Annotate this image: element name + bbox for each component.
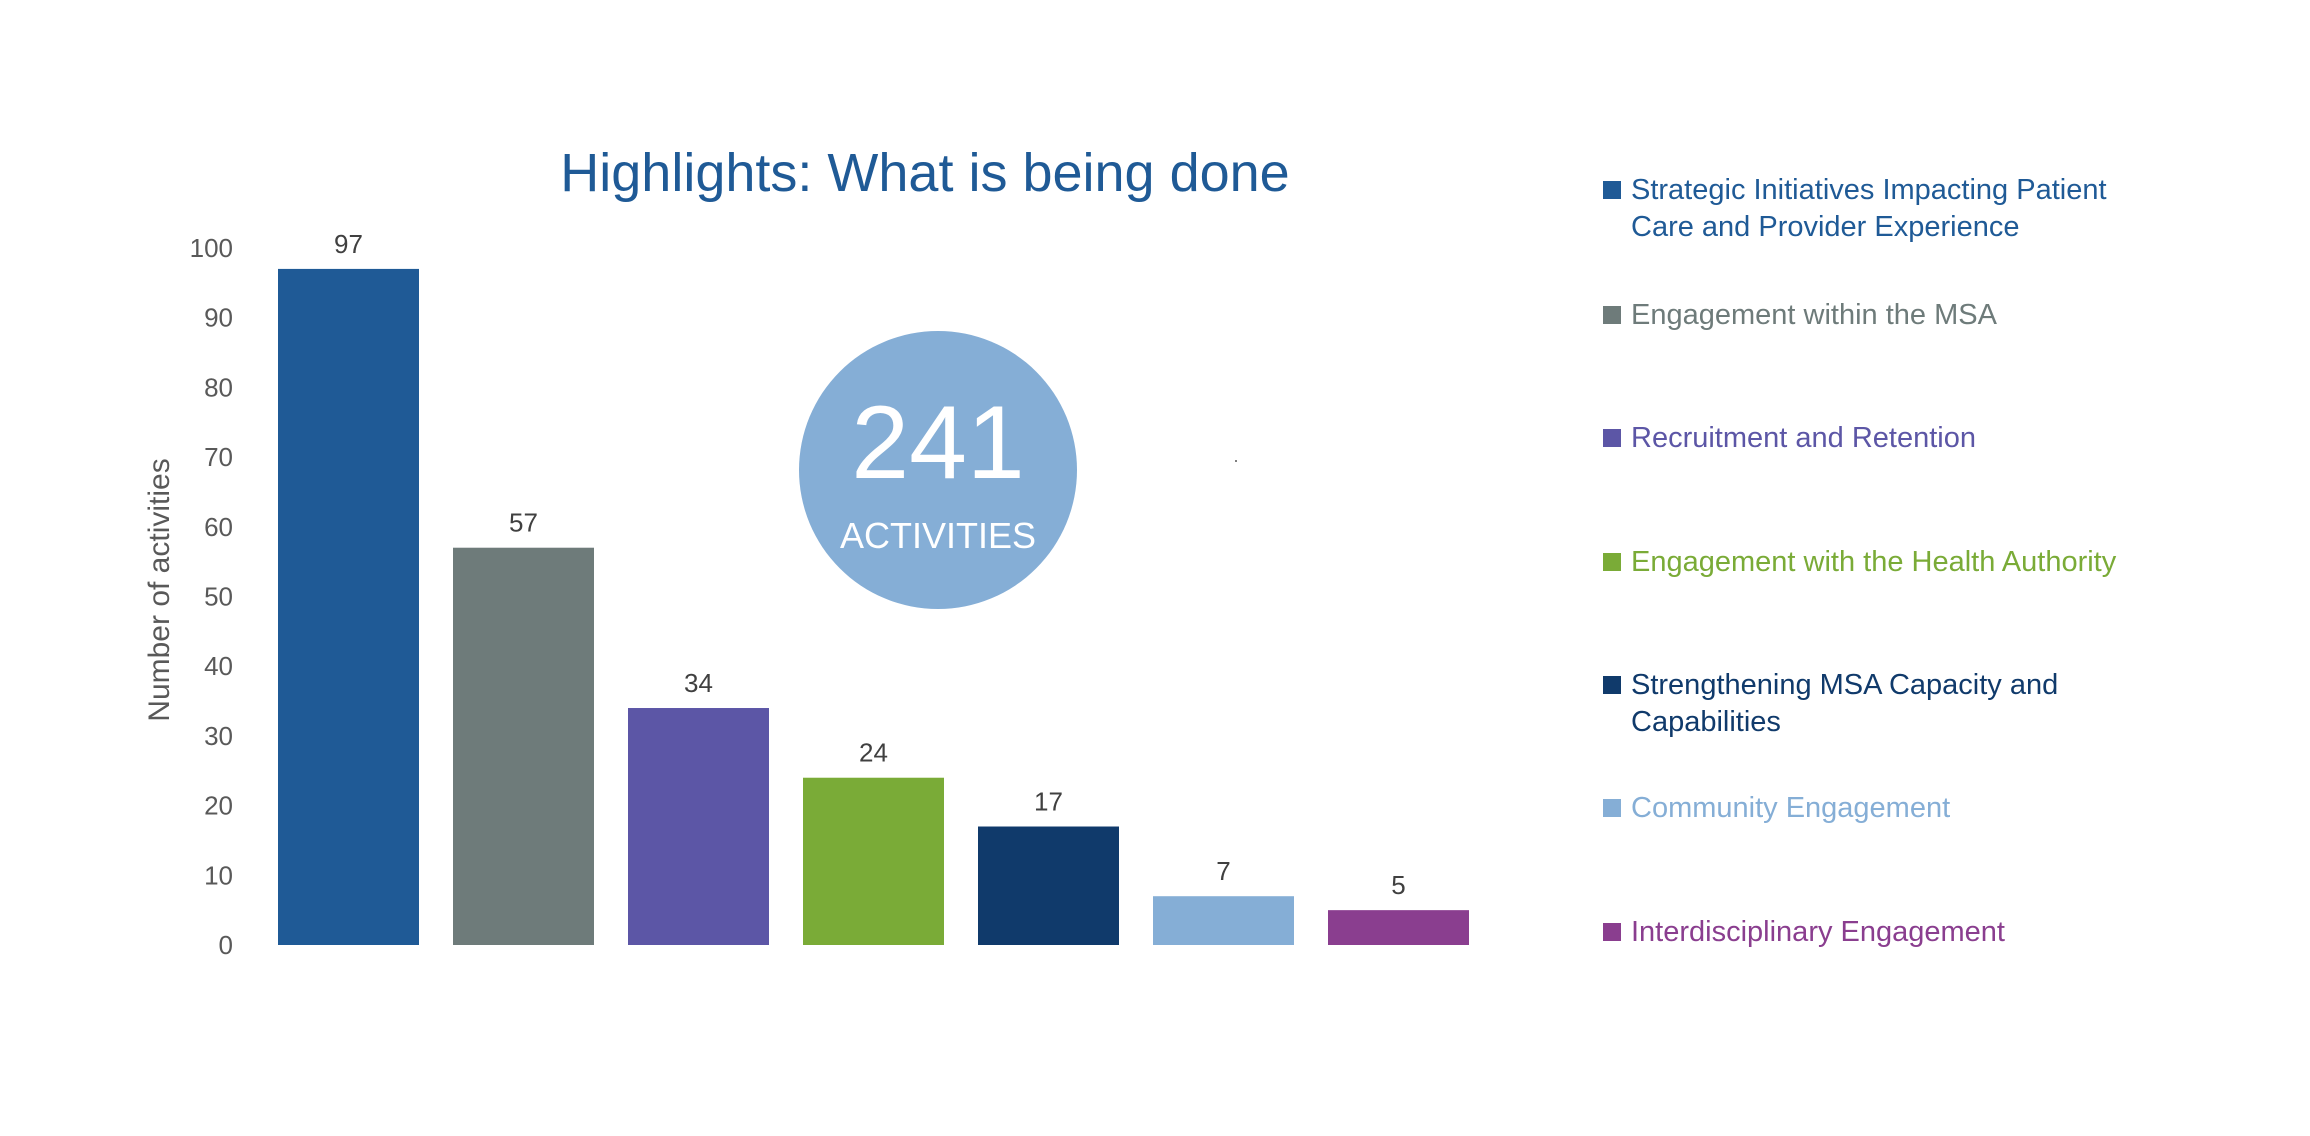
legend-label: Community Engagement: [1631, 792, 1951, 824]
legend-label: Strategic Initiatives Impacting Patient …: [1631, 174, 2107, 243]
total-activities-number: 241: [851, 385, 1025, 501]
legend-item: Engagement with the Health Authority: [1603, 544, 2163, 581]
chart-title: Highlights: What is being done: [560, 143, 1290, 203]
y-tick-label: 70: [204, 442, 233, 472]
legend-label: Interdisciplinary Engagement: [1631, 916, 2005, 948]
legend-item: Community Engagement: [1603, 790, 2163, 827]
stray-dot: [1235, 460, 1237, 462]
legend-label: Strengthening MSA Capacity and Capabilit…: [1631, 669, 2059, 738]
bar-value-label: 97: [334, 229, 363, 259]
y-tick-label: 10: [204, 860, 233, 890]
bar: [453, 547, 594, 945]
bar-value-label: 17: [1034, 787, 1063, 817]
legend-swatch: [1603, 923, 1621, 941]
legend-swatch: [1603, 306, 1621, 324]
legend-swatch: [1603, 799, 1621, 817]
bar-value-label: 34: [684, 668, 713, 698]
y-tick-label: 30: [204, 721, 233, 751]
y-tick-label: 80: [204, 372, 233, 402]
y-tick-label: 20: [204, 791, 233, 821]
legend-swatch: [1603, 553, 1621, 571]
legend-swatch: [1603, 676, 1621, 694]
y-tick-label: 40: [204, 651, 233, 681]
bar: [803, 777, 944, 945]
y-tick-label: 60: [204, 512, 233, 542]
y-tick-label: 100: [190, 233, 233, 263]
y-tick-label: 0: [219, 930, 233, 960]
legend-swatch: [1603, 429, 1621, 447]
legend-swatch: [1603, 181, 1621, 199]
legend-label: Engagement within the MSA: [1631, 299, 1997, 331]
legend-label: Engagement with the Health Authority: [1631, 546, 2117, 578]
bar-chart: 0 10 20 30 40 50 60 70 80 90 100 97 57 34 24 17 7 5: [190, 229, 1469, 960]
bar-value-label: 7: [1216, 856, 1230, 886]
bar: [1153, 896, 1294, 945]
bar: [278, 268, 419, 945]
legend-item: Strategic Initiatives Impacting Patient …: [1603, 172, 2163, 246]
y-tick-label: 90: [204, 303, 233, 333]
total-activities-badge: 241 ACTIVITIES: [799, 331, 1077, 609]
legend-item: Recruitment and Retention: [1603, 420, 2163, 457]
legend-item: Engagement within the MSA: [1603, 297, 2163, 334]
legend-label: Recruitment and Retention: [1631, 422, 1976, 454]
bar-value-label: 5: [1391, 870, 1405, 900]
bar-value-label: 57: [509, 508, 538, 538]
bar: [1328, 910, 1469, 945]
legend-item: Strengthening MSA Capacity and Capabilit…: [1603, 667, 2163, 741]
bar-value-label: 24: [859, 738, 888, 768]
y-tick-label: 50: [204, 582, 233, 612]
bar: [628, 708, 769, 945]
bar: [978, 826, 1119, 945]
legend-item: Interdisciplinary Engagement: [1603, 914, 2163, 951]
total-activities-label: ACTIVITIES: [839, 515, 1037, 556]
